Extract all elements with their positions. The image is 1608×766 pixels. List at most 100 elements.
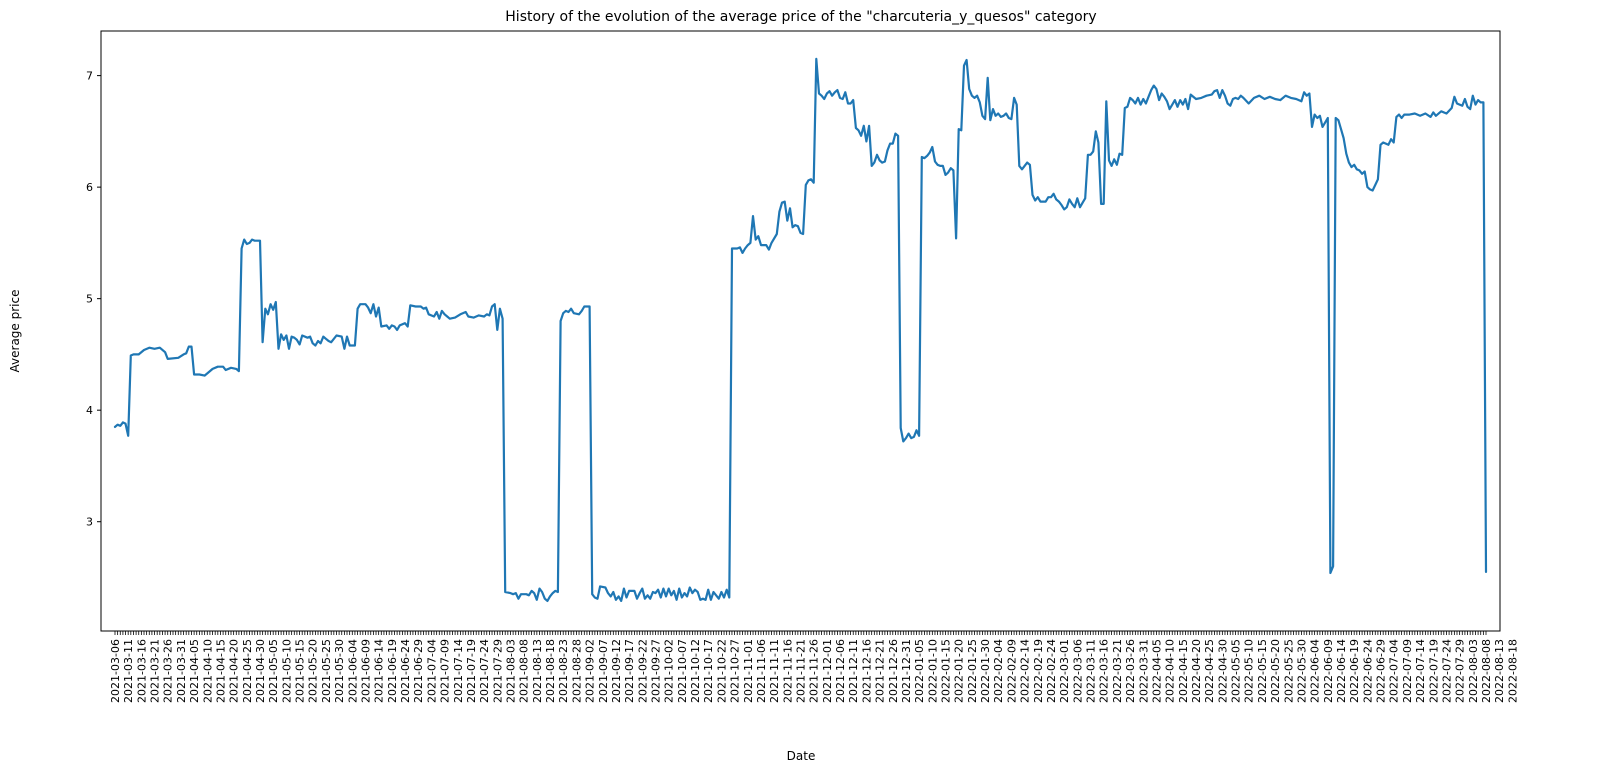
x-tick-label: 2022-08-08 — [1480, 639, 1493, 703]
x-tick-label: 2022-03-11 — [1085, 639, 1098, 703]
x-tick-label: 2022-06-19 — [1348, 639, 1361, 703]
x-tick-label: 2022-01-20 — [953, 639, 966, 703]
x-tick-label: 2022-04-20 — [1190, 639, 1203, 703]
x-tick-label: 2021-04-30 — [254, 639, 267, 703]
x-tick-label: 2022-05-05 — [1230, 639, 1243, 703]
x-tick-label: 2022-08-03 — [1467, 639, 1480, 703]
series-line — [113, 57, 1488, 602]
x-tick-label: 2021-06-14 — [373, 639, 386, 703]
x-tick-label: 2022-03-01 — [1058, 639, 1071, 703]
x-tick-label: 2021-03-16 — [135, 639, 148, 703]
x-tick-label: 2021-08-23 — [557, 639, 570, 703]
x-tick-label: 2021-11-21 — [795, 639, 808, 703]
x-tick-label: 2021-10-07 — [676, 639, 689, 703]
x-tick-label: 2021-07-29 — [491, 639, 504, 703]
x-tick-label: 2022-02-04 — [992, 639, 1005, 703]
y-tick-label: 6 — [86, 181, 93, 194]
x-tick-label: 2021-12-31 — [900, 639, 913, 703]
x-tick-label: 2022-07-14 — [1414, 639, 1427, 703]
x-tick-label: 2022-02-24 — [1045, 639, 1058, 703]
x-tick-label: 2022-01-05 — [913, 639, 926, 703]
x-tick-label: 2022-05-25 — [1282, 639, 1295, 703]
x-tick-label: 2022-08-18 — [1506, 639, 1519, 703]
x-tick-label: 2022-05-15 — [1256, 639, 1269, 703]
x-tick-label: 2021-10-12 — [689, 639, 702, 703]
x-tick-label: 2022-05-20 — [1269, 639, 1282, 703]
x-tick-label: 2021-03-26 — [162, 639, 175, 703]
x-tick-label: 2021-03-06 — [109, 639, 122, 703]
x-tick-label: 2022-06-24 — [1361, 639, 1374, 703]
x-tick-label: 2022-04-10 — [1164, 639, 1177, 703]
x-tick-label: 2021-06-24 — [399, 639, 412, 703]
x-tick-label: 2022-03-26 — [1124, 639, 1137, 703]
x-tick-label: 2021-06-19 — [386, 639, 399, 703]
x-axis-label: Date — [787, 749, 816, 763]
x-tick-label: 2022-06-04 — [1309, 639, 1322, 703]
x-tick-label: 2021-07-24 — [478, 639, 491, 703]
x-tick-label: 2021-07-09 — [439, 639, 452, 703]
x-tick-label: 2022-05-30 — [1295, 639, 1308, 703]
x-tick-label: 2021-05-30 — [333, 639, 346, 703]
x-tick-label: 2022-02-19 — [1032, 639, 1045, 703]
x-tick-label: 2022-06-09 — [1322, 639, 1335, 703]
y-tick-label: 3 — [86, 516, 93, 529]
x-tick-label: 2021-09-17 — [623, 639, 636, 703]
x-tick-label: 2022-06-29 — [1375, 639, 1388, 703]
x-tick-label: 2021-04-15 — [215, 639, 228, 703]
x-tick-label: 2021-05-15 — [294, 639, 307, 703]
x-tick-label: 2021-11-06 — [755, 639, 768, 703]
x-tick-label: 2021-04-10 — [201, 639, 214, 703]
x-tick-label: 2021-09-27 — [650, 639, 663, 703]
x-tick-label: 2021-12-01 — [821, 639, 834, 703]
x-tick-label: 2022-03-06 — [1071, 639, 1084, 703]
x-tick-label: 2021-09-02 — [584, 639, 597, 703]
x-tick-label: 2021-12-11 — [847, 639, 860, 703]
x-tick-label: 2021-06-29 — [412, 639, 425, 703]
plot-area-frame — [100, 30, 1501, 632]
x-tick-label: 2022-06-14 — [1335, 639, 1348, 703]
x-tick-label: 2021-06-04 — [346, 639, 359, 703]
x-tick-label: 2021-05-25 — [320, 639, 333, 703]
x-tick-label: 2021-09-07 — [597, 639, 610, 703]
x-tick-label: 2021-11-26 — [808, 639, 821, 703]
x-tick-label: 2022-07-19 — [1427, 639, 1440, 703]
x-tick-label: 2022-01-25 — [966, 639, 979, 703]
x-tick-label: 2022-07-09 — [1401, 639, 1414, 703]
x-tick-label: 2021-12-06 — [834, 639, 847, 703]
x-tick-label: 2021-11-16 — [781, 639, 794, 703]
x-axis: 2021-03-06 2021-03-11 2021-03-16 2021-03-21… — [109, 631, 1519, 703]
x-tick-label: 2021-05-10 — [280, 639, 293, 703]
x-tick-label: 2022-07-29 — [1454, 639, 1467, 703]
x-tick-label: 2021-10-17 — [702, 639, 715, 703]
x-tick-label: 2022-01-15 — [940, 639, 953, 703]
x-tick-label: 2021-11-01 — [742, 639, 755, 703]
x-tick-label: 2021-04-25 — [241, 639, 254, 703]
x-tick-label: 2022-03-21 — [1111, 639, 1124, 703]
x-tick-label: 2022-04-05 — [1150, 639, 1163, 703]
y-axis-label: Average price — [8, 290, 22, 373]
x-tick-label: 2021-08-03 — [505, 639, 518, 703]
x-tick-label: 2022-04-15 — [1177, 639, 1190, 703]
x-tick-label: 2021-10-02 — [663, 639, 676, 703]
y-axis: 3 4 5 6 7 — [86, 70, 101, 529]
x-tick-label: 2022-02-14 — [1019, 639, 1032, 703]
x-tick-label: 2021-08-08 — [518, 639, 531, 703]
x-tick-label: 2021-05-05 — [267, 639, 280, 703]
y-tick-label: 5 — [86, 293, 93, 306]
y-tick-label: 7 — [86, 70, 93, 83]
y-tick-label: 4 — [86, 404, 93, 417]
x-tick-label: 2022-04-30 — [1216, 639, 1229, 703]
x-tick-label: 2022-04-25 — [1203, 639, 1216, 703]
x-tick-label: 2021-03-31 — [175, 639, 188, 703]
x-tick-label: 2022-07-04 — [1388, 639, 1401, 703]
x-tick-label: 2021-05-20 — [307, 639, 320, 703]
x-tick-label: 2021-04-05 — [188, 639, 201, 703]
x-tick-label: 2021-07-19 — [465, 639, 478, 703]
x-tick-label: 2021-04-20 — [228, 639, 241, 703]
chart-title: History of the evolution of the average … — [505, 9, 1096, 25]
x-tick-label: 2022-01-10 — [926, 639, 939, 703]
x-tick-label: 2021-07-04 — [425, 639, 438, 703]
x-tick-label: 2021-09-12 — [610, 639, 623, 703]
x-tick-label: 2021-08-28 — [570, 639, 583, 703]
